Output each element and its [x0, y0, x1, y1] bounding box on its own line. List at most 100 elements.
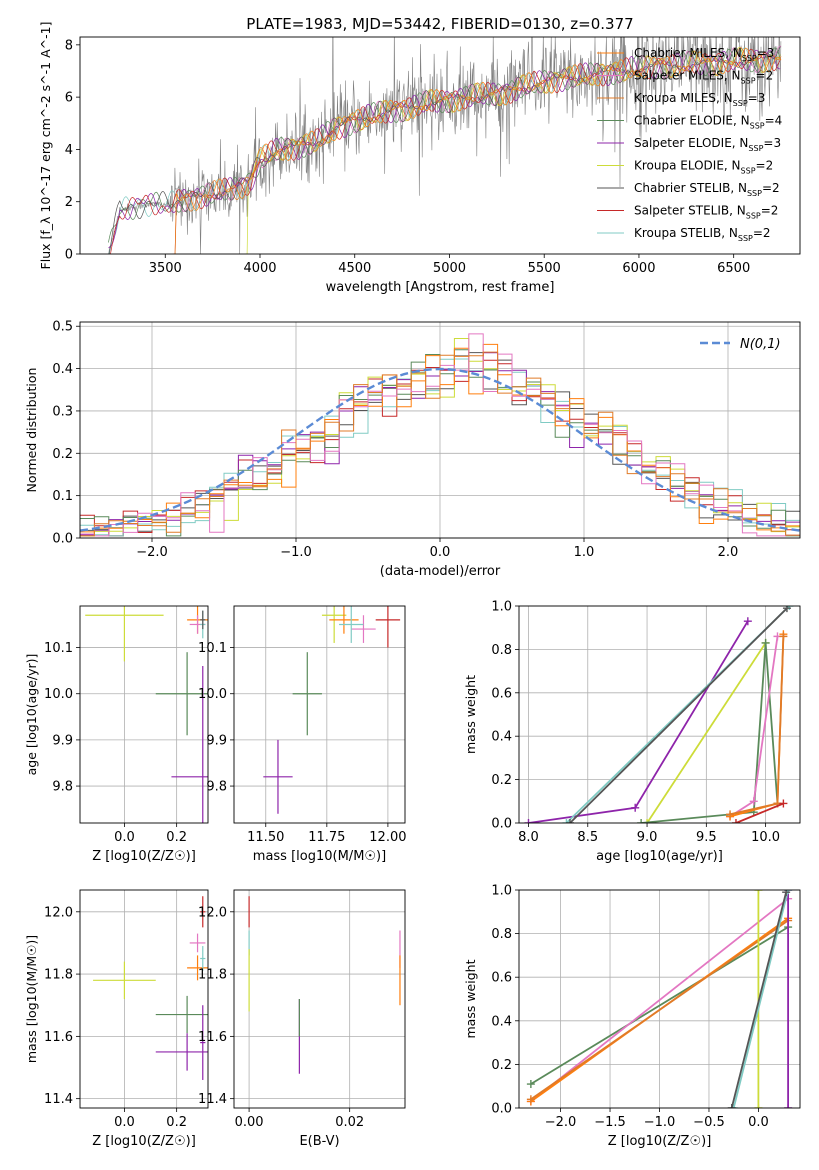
histogram-kroupa_miles	[80, 351, 800, 538]
normal-curve	[80, 367, 800, 532]
y-tick-label: 12.0	[44, 905, 73, 920]
model-line-salpeter_elodie	[108, 49, 781, 249]
x-tick-label: 0.0	[114, 1115, 135, 1130]
x-tick-label: 6000	[622, 261, 655, 276]
y-tick-label: 2	[65, 195, 73, 210]
series-point-kroupa_elodie	[754, 1104, 763, 1108]
y-tick-label: 4	[65, 143, 73, 158]
y-tick-label: 0.8	[491, 643, 512, 658]
axes-age_vs_Z: 0.0 0.2 9.8 9.9 10.0 10.1 Z [log10(Z/Z☉)] age […	[24, 605, 209, 864]
series-point-chabrier_elodie	[637, 819, 646, 823]
y-tick-label: 0.0	[491, 1102, 512, 1117]
axes-frame	[79, 321, 801, 539]
y-axis-label: Flux [f_λ 10^-17 erg cm^-2 s^-1 A^-1]	[38, 22, 53, 270]
axes-residuals: −2.0 −1.0 0.0 1.0 2.0 0.0 0.1 0.2 0.3 0.4 0.5 (data…	[24, 320, 801, 579]
x-tick-label: 0.0	[114, 830, 135, 845]
x-tick-label: 0.02	[335, 1115, 364, 1130]
x-tick-label: 0.0	[748, 1115, 769, 1130]
y-tick-label: 0.2	[491, 1058, 512, 1073]
x-tick-label: 0.2	[166, 830, 187, 845]
y-tick-label: 6	[65, 91, 73, 106]
x-tick-label: 9.5	[696, 830, 717, 845]
x-tick-label: 5500	[528, 261, 561, 276]
legend-label: Salpeter ELODIE, NSSP=3	[634, 136, 781, 153]
y-tick-label: 11.6	[198, 1030, 227, 1045]
series-point-chabrier_stelib	[782, 606, 791, 613]
series-point-salpeter_stelib	[731, 819, 740, 823]
y-tick-label: 11.8	[44, 968, 73, 983]
series-point-chabrier_stelib	[727, 1104, 736, 1108]
plot-area-mass_vs_ebv	[248, 896, 401, 1074]
series-line-kroupa_miles	[530, 919, 789, 1101]
x-tick-label: −2.0	[136, 545, 168, 560]
y-tick-label: 10.1	[44, 641, 73, 656]
series-point-kroupa_stelib	[729, 1104, 738, 1108]
y-axis-label: Normed distribution	[24, 368, 39, 493]
y-tick-label: 0.6	[491, 971, 512, 986]
y-tick-label: 10.0	[198, 687, 227, 702]
series-point-chabrier_elodie	[526, 1080, 535, 1089]
x-tick-label: −0.5	[693, 1115, 725, 1130]
x-tick-label: 11.50	[247, 830, 284, 845]
series-line-chabrier_elodie	[641, 642, 779, 823]
series-line-kroupa_elodie	[646, 642, 767, 823]
axes-massweight_vs_age: 8.0 8.5 9.0 9.5 10.0 0.0 0.2 0.4 0.6 0.8 1.0 age [l…	[463, 600, 801, 864]
y-tick-label: 0.4	[52, 362, 73, 377]
y-tick-label: 9.9	[52, 733, 73, 748]
y-tick-label: 10.1	[198, 641, 227, 656]
model-line-kroupa_miles	[172, 47, 782, 254]
x-tick-label: 10.0	[751, 830, 780, 845]
x-tick-label: 2.0	[718, 545, 739, 560]
x-tick-label: 9.0	[637, 830, 658, 845]
y-tick-label: 0.0	[491, 817, 512, 832]
x-tick-label: −1.0	[644, 1115, 676, 1130]
legend-label: Kroupa STELIB, NSSP=2	[634, 226, 771, 243]
series-point-kroupa_miles	[526, 1095, 535, 1104]
y-tick-label: 0.6	[491, 686, 512, 701]
series-point-salpeter_elodie	[784, 1104, 793, 1108]
y-tick-label: 0.1	[52, 489, 73, 504]
y-tick-label: 11.4	[44, 1092, 73, 1107]
y-axis-label: mass [log10(M/M☉)]	[24, 935, 39, 1063]
plot-area-massweight_vs_age	[524, 606, 794, 823]
legend-label: Salpeter MILES, NSSP=2	[634, 69, 773, 86]
legend-label: Chabrier MILES, NSSP=3	[634, 46, 774, 63]
series-point-kroupa_miles	[779, 632, 788, 641]
axes-massweight_vs_Z: −2.0 −1.5 −1.0 −0.5 0.0 0.0 0.2 0.4 0.6 0.8 1.0 Z […	[463, 884, 801, 1149]
x-axis-label: age [log10(age/yr)]	[596, 849, 723, 864]
series-line-chabrier_elodie	[530, 926, 789, 1085]
x-tick-label: −2.0	[545, 1115, 577, 1130]
y-tick-label: 0.4	[491, 730, 512, 745]
legend-label: Chabrier ELODIE, NSSP=4	[634, 114, 782, 131]
axes-frame	[518, 605, 801, 824]
spectrum-legend: Chabrier MILES, NSSP=3 Salpeter MILES, NS…	[597, 46, 782, 243]
series-line-salpeter_stelib	[735, 802, 784, 823]
y-tick-label: 11.4	[198, 1092, 227, 1107]
y-tick-label: 0	[65, 248, 73, 263]
axes-frame	[518, 889, 801, 1109]
y-tick-label: 8	[65, 38, 73, 53]
series-line-salpeter_miles	[530, 897, 789, 1103]
x-tick-label: −1.5	[594, 1115, 626, 1130]
plot-area-age_vs_Z	[85, 606, 208, 823]
legend-label: Salpeter STELIB, NSSP=2	[634, 204, 778, 221]
y-axis-label: mass weight	[463, 675, 478, 754]
residuals-legend: N(0,1)	[700, 337, 781, 352]
x-tick-label: 5000	[433, 261, 466, 276]
x-tick-label: −1.0	[280, 545, 312, 560]
series-point-kroupa_elodie	[754, 890, 763, 894]
axes-frame	[79, 889, 209, 1109]
plot-area-mass_vs_Z	[93, 896, 208, 1080]
series-point-salpeter_elodie	[631, 803, 640, 812]
x-tick-label: 0.00	[235, 1115, 264, 1130]
x-tick-label: 11.75	[308, 830, 345, 845]
x-tick-label: 3500	[149, 261, 182, 276]
x-axis-label: E(B-V)	[299, 1134, 339, 1149]
axes-frame	[79, 605, 209, 824]
series-point-salpeter_miles	[749, 797, 758, 806]
axes-frame	[79, 36, 801, 255]
y-tick-label: 0.0	[52, 532, 73, 547]
x-axis-label: Z [log10(Z/Z☉)]	[92, 849, 196, 864]
y-axis-label: age [log10(age/yr)]	[24, 654, 39, 776]
axes-spectrum: 3500 4000 4500 5000 5500 6000 6500 0 2 4 6 8 wavelen…	[38, 22, 801, 295]
